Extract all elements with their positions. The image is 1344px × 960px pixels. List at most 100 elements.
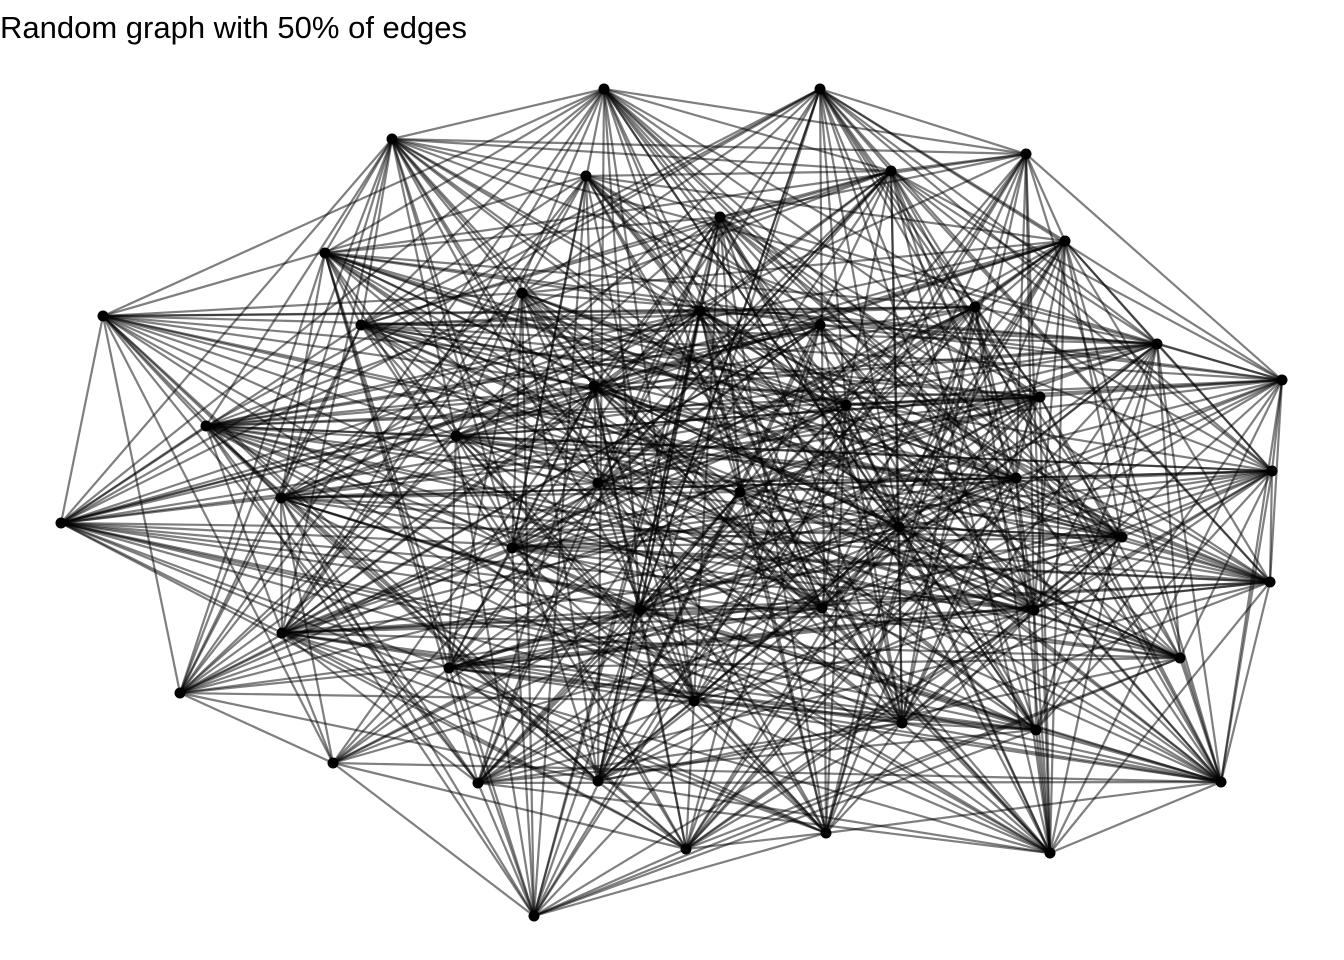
graph-edge <box>477 170 892 784</box>
graph-edge <box>585 174 1066 243</box>
graph-node <box>1010 472 1022 484</box>
graph-edge <box>281 632 687 850</box>
graph-edge <box>477 609 641 784</box>
graph-edge <box>597 779 1051 855</box>
graph-node <box>1030 724 1042 736</box>
graph-edge <box>511 546 823 610</box>
graph-edge <box>1034 729 1052 854</box>
graph-edge <box>1268 470 1274 583</box>
graph-node <box>814 319 826 331</box>
graph-edge <box>889 170 1052 854</box>
graph-edge <box>60 521 450 670</box>
graph-edge <box>898 526 1051 854</box>
graph-edge <box>205 323 821 428</box>
graph-edge <box>718 216 742 493</box>
graph-edge <box>60 521 1035 612</box>
graph-node <box>688 695 700 707</box>
graph-node <box>598 83 610 95</box>
graph-edge <box>205 425 535 917</box>
graph-node <box>516 287 528 299</box>
graph-node <box>1059 235 1071 247</box>
graph-node <box>893 521 905 533</box>
graph-edge <box>901 470 1273 724</box>
graph-edge <box>280 497 535 917</box>
graph-edge <box>324 215 721 255</box>
graph-edge <box>533 656 1181 918</box>
graph-edge <box>597 482 903 724</box>
graph-edge <box>448 547 513 669</box>
graph-edge <box>597 342 1158 485</box>
graph-edge <box>205 138 393 427</box>
graph-edge <box>447 667 536 917</box>
graph-edge <box>280 384 595 500</box>
graph-edge <box>739 490 1271 584</box>
graph-edge <box>324 251 976 309</box>
graph-edge <box>455 435 687 850</box>
graph-edge <box>454 435 536 917</box>
graph-edge <box>360 324 823 609</box>
graph-edge <box>359 138 394 326</box>
graph-edge <box>360 305 976 327</box>
graph-edge <box>205 424 741 494</box>
graph-edge <box>511 546 903 725</box>
graph-edge <box>901 722 1051 854</box>
graph-edge <box>825 780 1222 835</box>
graph-edge <box>898 476 1017 529</box>
graph-edge <box>890 170 976 308</box>
graph-node <box>814 83 826 95</box>
graph-edge <box>1049 379 1283 854</box>
graph-edge <box>593 384 1123 539</box>
graph-edge <box>1268 379 1284 583</box>
graph-edge <box>455 434 1273 473</box>
graph-edge <box>205 425 479 784</box>
graph-edge <box>360 323 1273 473</box>
graph-edge <box>455 434 1123 539</box>
graph-node <box>443 662 455 674</box>
graph-edge <box>179 606 823 695</box>
graph-edge <box>1156 342 1283 382</box>
graph-edge <box>521 88 821 294</box>
graph-edge <box>60 521 641 612</box>
graph-edge <box>511 525 900 550</box>
graph-edge <box>584 175 596 387</box>
graph-edge <box>739 491 823 609</box>
graph-edge <box>974 305 1158 346</box>
graph-edge <box>60 521 1181 660</box>
graph-edge <box>60 521 1222 784</box>
graph-edge <box>60 138 393 524</box>
graph-node <box>1266 465 1278 477</box>
graph-edge <box>179 88 821 694</box>
graph-node <box>200 420 212 432</box>
graph-node <box>680 843 692 855</box>
graph-edge <box>819 88 1273 472</box>
graph-edge <box>448 608 1035 670</box>
graph-edge <box>280 476 1017 500</box>
graph-edge <box>391 137 587 178</box>
graph-edge <box>511 535 1123 550</box>
graph-node <box>55 517 67 529</box>
graph-node <box>580 170 592 182</box>
graph-node <box>1174 652 1186 664</box>
graph-edge <box>324 88 605 254</box>
graph-edge <box>281 631 1037 732</box>
graph-edge <box>597 700 695 782</box>
graph-edge <box>819 87 1027 156</box>
graph-edge <box>204 425 284 634</box>
graph-edge <box>332 609 641 764</box>
graph-edge <box>477 780 1222 785</box>
graph-edge <box>901 580 1271 725</box>
graph-edge <box>638 609 688 850</box>
graph-edge <box>819 324 1222 783</box>
graph-edge <box>1035 379 1283 731</box>
graph-edge <box>101 315 182 694</box>
graph-edge <box>448 666 1037 732</box>
graph-edge <box>205 395 1041 428</box>
graph-edge <box>1039 396 1181 659</box>
graph-node <box>1264 576 1276 588</box>
graph-node <box>820 827 832 839</box>
graph-node <box>1215 776 1227 788</box>
graph-edge <box>205 378 1283 428</box>
graph-edge <box>592 385 696 702</box>
graph-edge <box>448 666 827 835</box>
graph-edge <box>448 656 1181 670</box>
